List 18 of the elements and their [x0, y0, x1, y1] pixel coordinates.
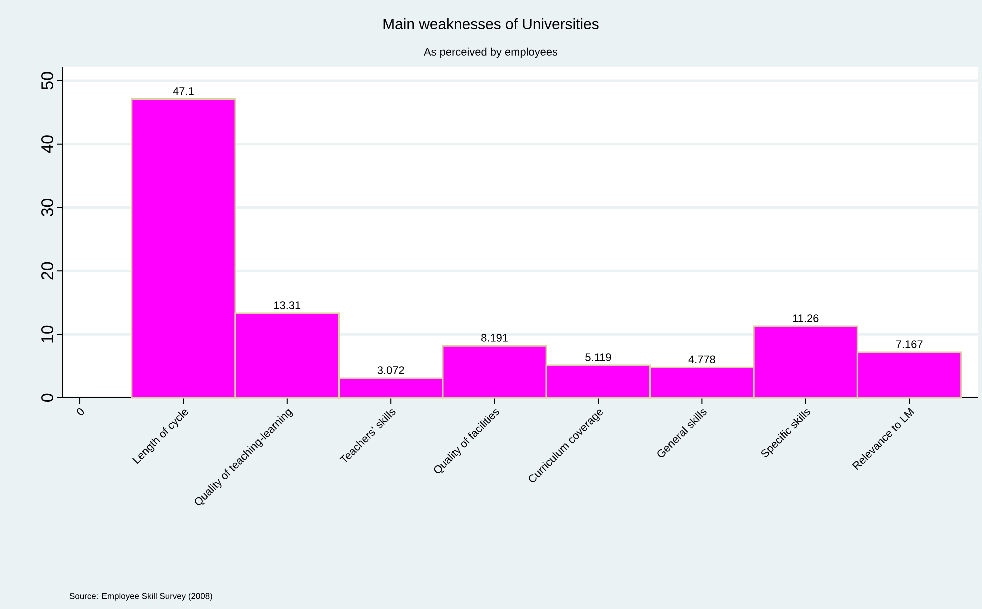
- y-tick-label: 30: [42, 198, 54, 217]
- y-tick-label: 20: [42, 262, 54, 280]
- source-note: Source: Employee Skill Survey (2008): [70, 593, 212, 601]
- data-label: 8.191: [482, 334, 508, 342]
- data-label: 3.072: [378, 366, 404, 374]
- x-tick-label: 0: [77, 408, 84, 416]
- data-label: 5.119: [586, 354, 612, 362]
- chart-title: Main weaknesses of Universities: [384, 18, 599, 30]
- y-tick-label: 10: [42, 326, 54, 343]
- y-tick-label: 0: [42, 394, 54, 402]
- data-label: 47.1: [173, 88, 194, 96]
- data-label: 4.778: [688, 356, 716, 364]
- data-label: 11.26: [793, 314, 819, 322]
- y-tick-label: 40: [42, 136, 54, 154]
- data-label: 7.167: [896, 340, 923, 348]
- chart-subtitle: As perceived by employees: [424, 48, 558, 58]
- y-tick-label: 50: [42, 72, 54, 90]
- data-label: 13.31: [274, 302, 301, 310]
